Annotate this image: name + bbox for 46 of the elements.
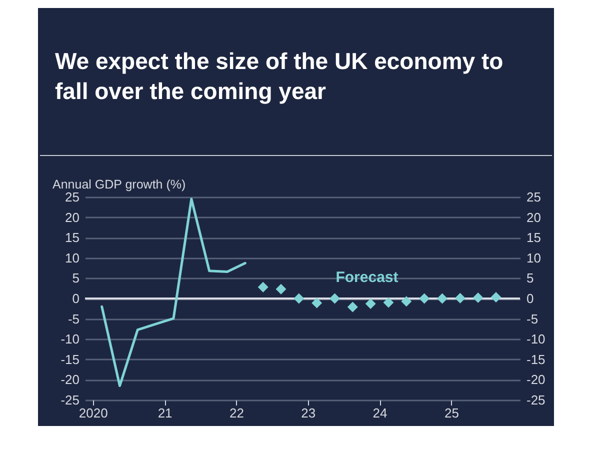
x-tick-label: 24 xyxy=(372,406,388,420)
x-tick-label: 22 xyxy=(229,406,244,420)
point xyxy=(330,293,340,304)
y-tick-label: 25 xyxy=(65,190,80,204)
y-tick-label: 5 xyxy=(72,270,80,286)
chart-title: We expect the size of the UK economy to fall over the coming year xyxy=(55,47,504,106)
y-tick-label: -5 xyxy=(68,311,80,326)
y2-tick-label: -20 xyxy=(526,372,546,388)
y-tick-label: -10 xyxy=(60,332,80,347)
point xyxy=(472,292,484,303)
point xyxy=(294,293,304,304)
y2-tick-label: -5 xyxy=(526,311,538,326)
point xyxy=(383,297,394,308)
y2-tick-label: -10 xyxy=(526,332,546,347)
x-tick-label: 23 xyxy=(301,406,316,420)
y-tick-label: 20 xyxy=(65,210,80,225)
point xyxy=(347,302,358,312)
line-series xyxy=(100,198,246,388)
y-tick-label: 10 xyxy=(65,250,80,266)
y2-tick-label: -25 xyxy=(526,392,546,408)
point xyxy=(312,298,322,308)
y2-tick-label: 0 xyxy=(526,291,534,306)
y-tick-label: -15 xyxy=(60,352,80,367)
point xyxy=(437,293,448,304)
y-tick-label: -25 xyxy=(60,392,80,408)
point xyxy=(258,282,268,292)
y-tick-label: 15 xyxy=(65,230,80,246)
y2-tick-label: 5 xyxy=(526,270,534,286)
y-axis-title: Annual GDP growth (%) xyxy=(52,178,186,192)
annotation: Forecast xyxy=(336,269,398,286)
y-tick-label: 0 xyxy=(72,291,80,306)
y-tick-label: -20 xyxy=(60,372,80,388)
x-tick-label: 25 xyxy=(444,406,459,420)
x-tick-label: 21 xyxy=(158,406,172,420)
y2-tick-label: -15 xyxy=(526,352,546,367)
point xyxy=(365,298,376,310)
y2-tick-label: 15 xyxy=(526,230,541,246)
point xyxy=(419,293,430,304)
y2-tick-label: 20 xyxy=(526,210,541,225)
point xyxy=(490,292,502,303)
y2-tick-label: 10 xyxy=(526,250,541,266)
point xyxy=(276,284,286,294)
y2-tick-label: 25 xyxy=(526,190,541,204)
point xyxy=(454,292,466,304)
point xyxy=(401,296,412,307)
x-tick-label: 2020 xyxy=(78,406,108,420)
